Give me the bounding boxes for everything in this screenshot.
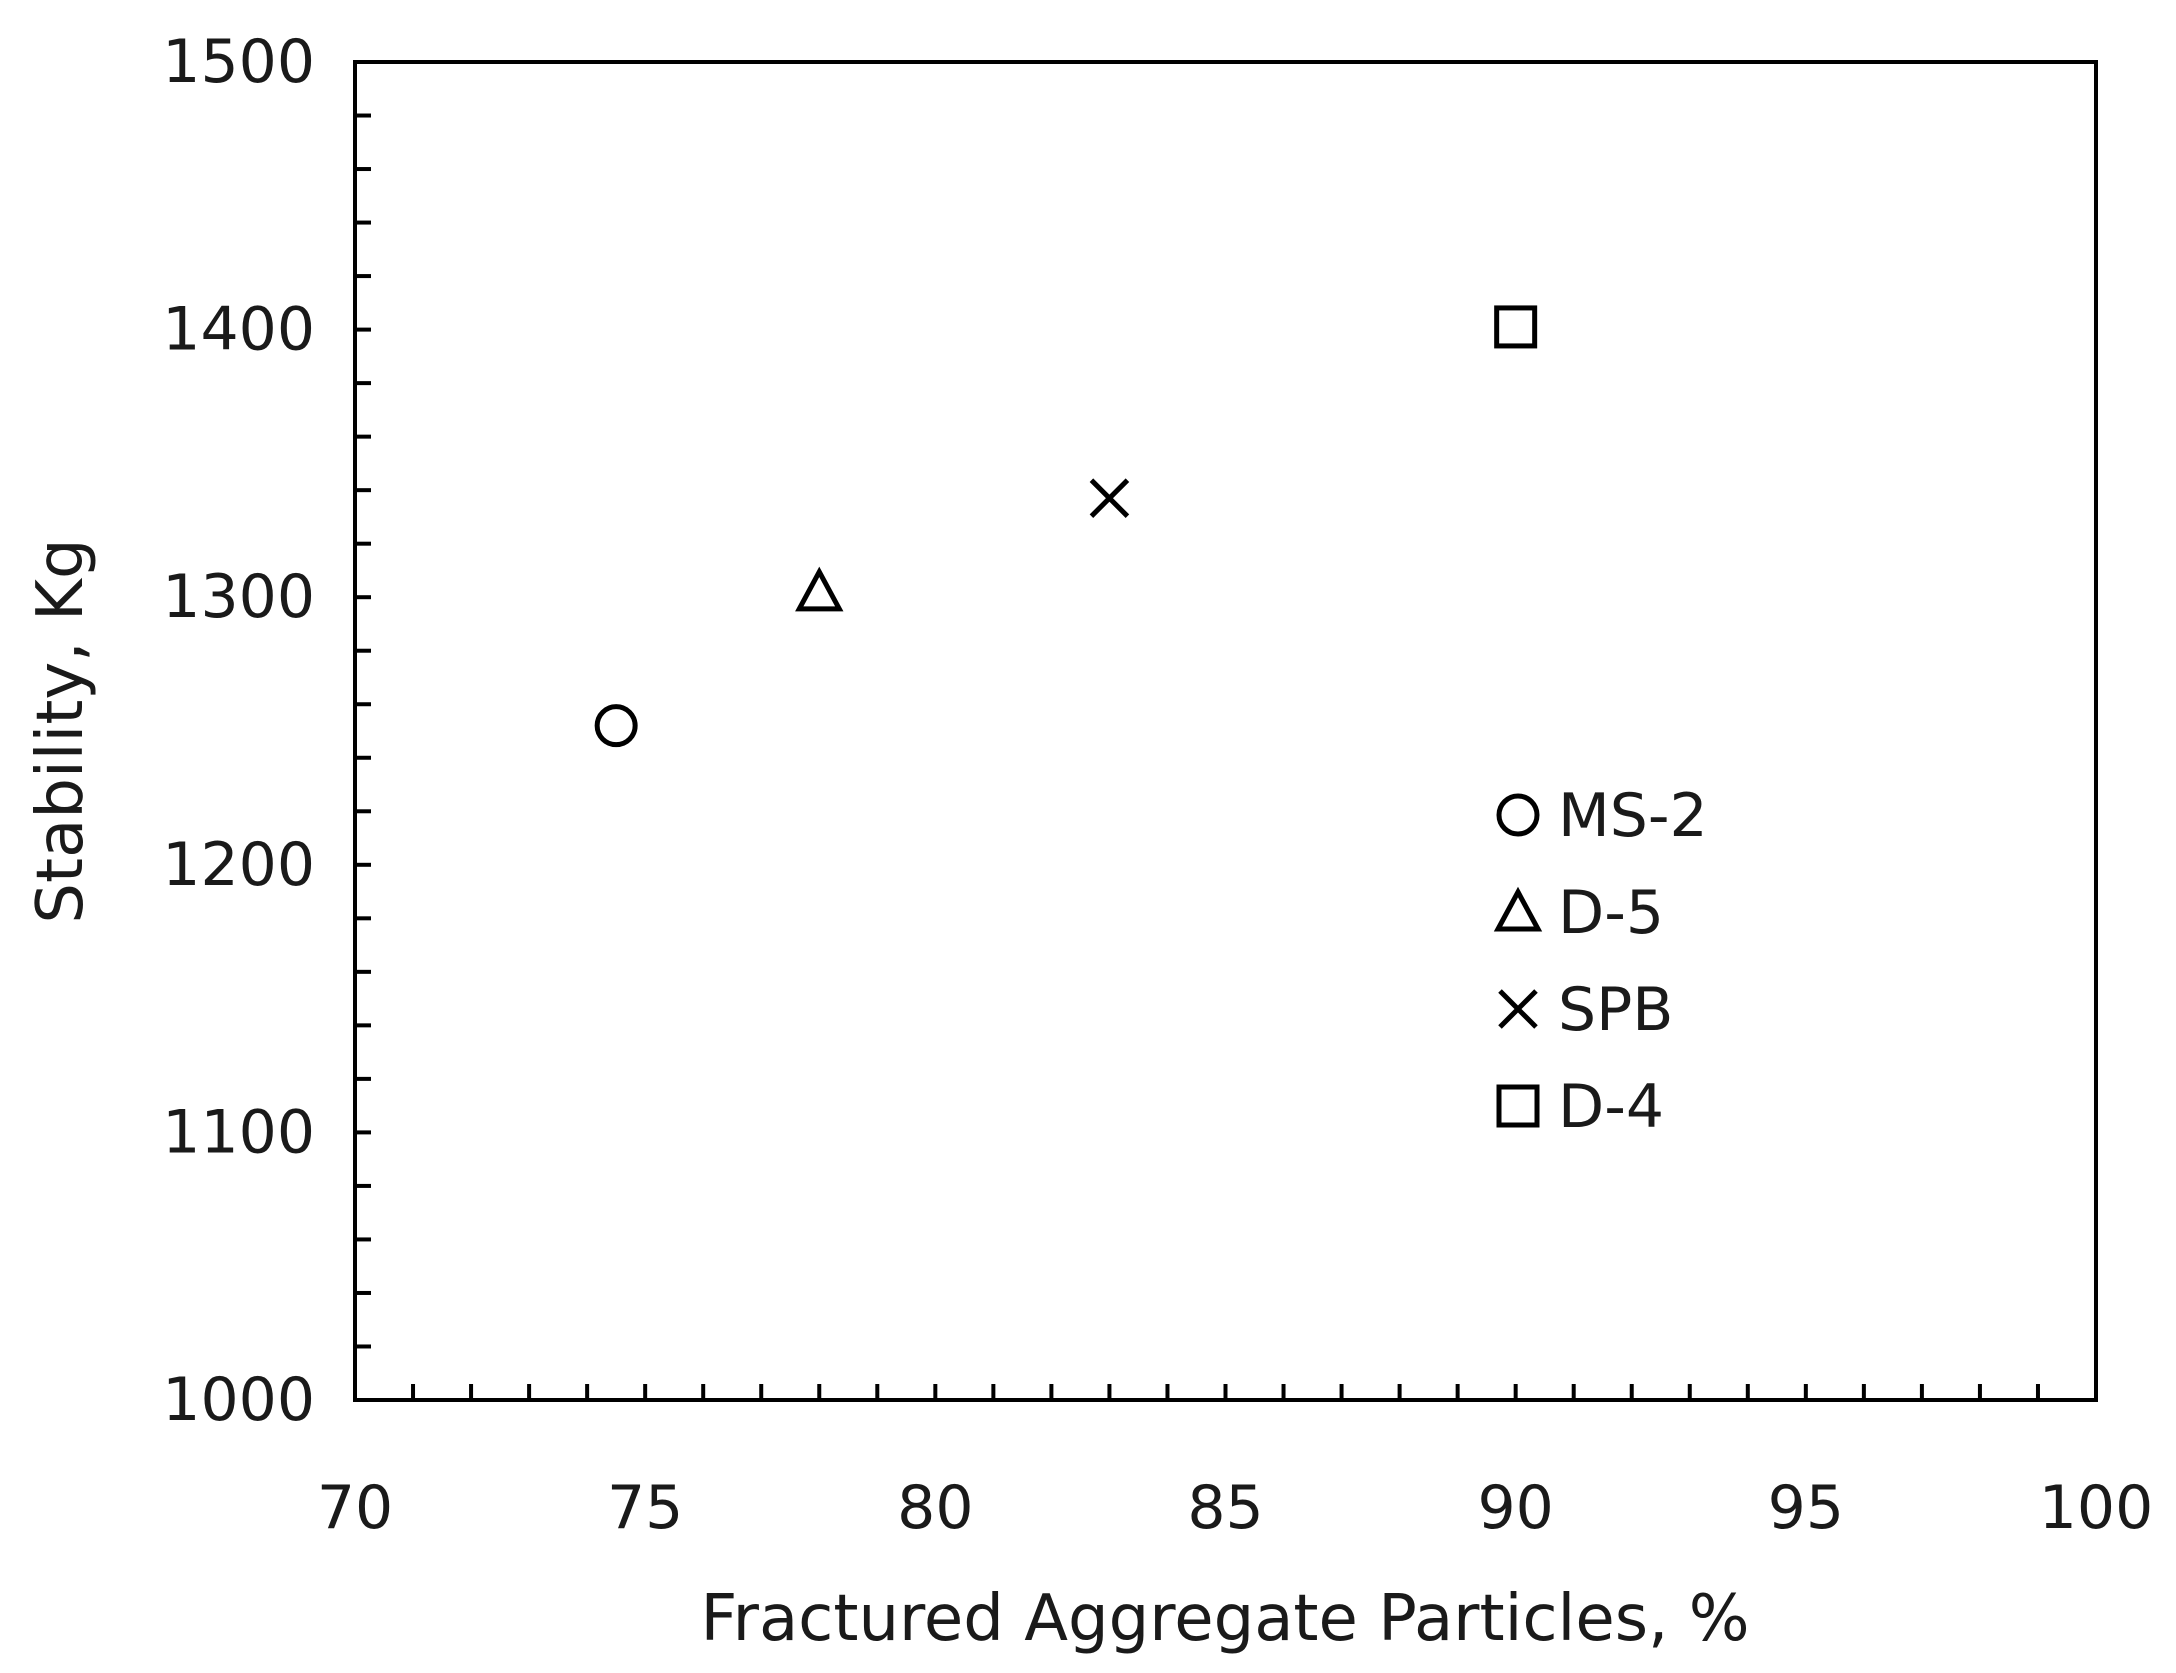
x-tick-label: 75 [607,1473,683,1543]
x-tick-label: 80 [897,1473,973,1543]
data-point-d-4 [1494,305,1538,349]
plot-area [353,60,2098,1402]
data-points [594,305,1538,748]
legend-marker-spb [1498,989,1538,1029]
y-axis-label: Stability, Kg [24,538,98,923]
x-tick-label: 95 [1768,1473,1844,1543]
legend-marker-d-5 [1493,886,1543,932]
legend-label: D-5 [1558,878,1664,948]
legend-label: D-4 [1558,1072,1664,1142]
x-tick-label: 100 [2039,1473,2154,1543]
legend-marker-ms-2 [1496,793,1540,837]
x-tick-label: 90 [1477,1473,1553,1543]
data-point-ms-2 [594,704,638,748]
data-point-spb [1089,478,1130,518]
legend: MS-2 D-5 SPB D-4 [1493,781,1708,1142]
legend-label: SPB [1558,975,1673,1045]
y-tick-label: 1300 [162,562,315,632]
y-tick-label: 1000 [162,1365,315,1435]
axis-ticks [353,60,2098,1402]
data-point-d-5 [795,566,844,612]
x-tick-label: 70 [317,1473,393,1543]
y-tick-label: 1100 [162,1097,315,1167]
y-tick-label: 1200 [162,830,315,900]
x-tick-label: 85 [1187,1473,1263,1543]
x-axis-label: Fractured Aggregate Particles, % [700,1582,1749,1656]
legend-label: MS-2 [1558,781,1708,851]
y-tick-label: 1500 [162,27,315,97]
y-tick-label: 1400 [162,295,315,365]
legend-marker-d-4 [1496,1084,1540,1128]
tick-labels: 1000 1100 1200 1300 1400 1500 70 75 80 85 90 95 100 [162,27,2153,1543]
